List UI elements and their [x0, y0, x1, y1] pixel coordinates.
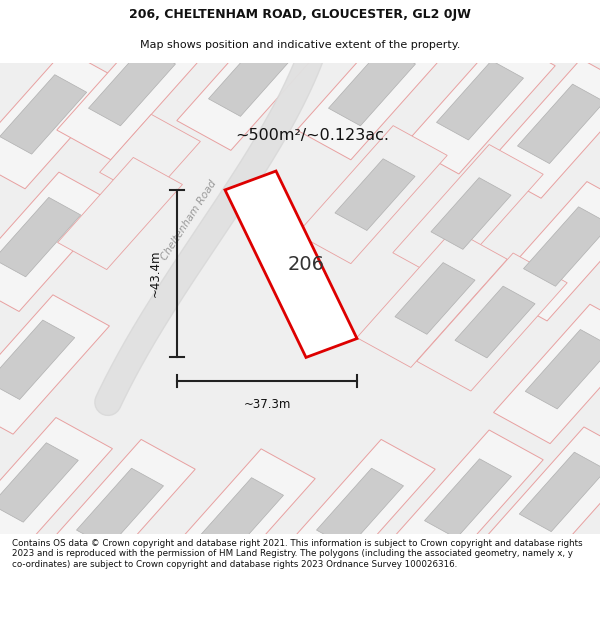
Polygon shape — [328, 46, 416, 126]
Polygon shape — [76, 468, 164, 548]
Text: 206: 206 — [287, 255, 325, 274]
Text: 206, CHELTENHAM ROAD, GLOUCESTER, GL2 0JW: 206, CHELTENHAM ROAD, GLOUCESTER, GL2 0J… — [129, 8, 471, 21]
Polygon shape — [525, 329, 600, 409]
Text: Map shows position and indicative extent of the property.: Map shows position and indicative extent… — [140, 39, 460, 49]
Polygon shape — [485, 59, 600, 198]
Polygon shape — [424, 459, 512, 538]
Polygon shape — [100, 114, 200, 199]
Polygon shape — [455, 286, 535, 358]
Polygon shape — [519, 452, 600, 532]
Polygon shape — [316, 468, 404, 548]
Polygon shape — [0, 74, 87, 154]
Polygon shape — [165, 449, 315, 587]
Polygon shape — [297, 126, 447, 264]
Polygon shape — [393, 430, 543, 568]
Polygon shape — [285, 439, 435, 578]
Polygon shape — [0, 320, 75, 399]
Polygon shape — [436, 61, 524, 140]
Polygon shape — [395, 262, 475, 334]
Polygon shape — [0, 172, 115, 311]
Polygon shape — [488, 427, 600, 566]
Polygon shape — [494, 304, 600, 444]
Polygon shape — [58, 158, 182, 269]
Polygon shape — [491, 182, 600, 321]
Text: ~37.3m: ~37.3m — [244, 398, 290, 411]
Polygon shape — [88, 46, 176, 126]
Polygon shape — [517, 84, 600, 164]
Polygon shape — [417, 253, 567, 391]
Text: Contains OS data © Crown copyright and database right 2021. This information is : Contains OS data © Crown copyright and d… — [12, 539, 583, 569]
Polygon shape — [0, 295, 109, 434]
Polygon shape — [177, 12, 327, 151]
Text: ~43.4m: ~43.4m — [149, 250, 162, 298]
Polygon shape — [45, 439, 195, 578]
Polygon shape — [196, 478, 284, 557]
Polygon shape — [225, 171, 357, 357]
Polygon shape — [393, 144, 543, 282]
Polygon shape — [431, 177, 511, 249]
Polygon shape — [57, 22, 207, 160]
Polygon shape — [0, 418, 112, 557]
Polygon shape — [297, 22, 447, 160]
Polygon shape — [357, 229, 507, 368]
Text: ~500m²/~0.123ac.: ~500m²/~0.123ac. — [235, 128, 389, 143]
Polygon shape — [0, 198, 81, 277]
Polygon shape — [0, 442, 79, 522]
Polygon shape — [0, 49, 121, 189]
Polygon shape — [405, 36, 555, 174]
Polygon shape — [523, 207, 600, 286]
Text: Cheltenham Road: Cheltenham Road — [160, 179, 218, 262]
Polygon shape — [208, 37, 296, 116]
Polygon shape — [335, 159, 415, 231]
